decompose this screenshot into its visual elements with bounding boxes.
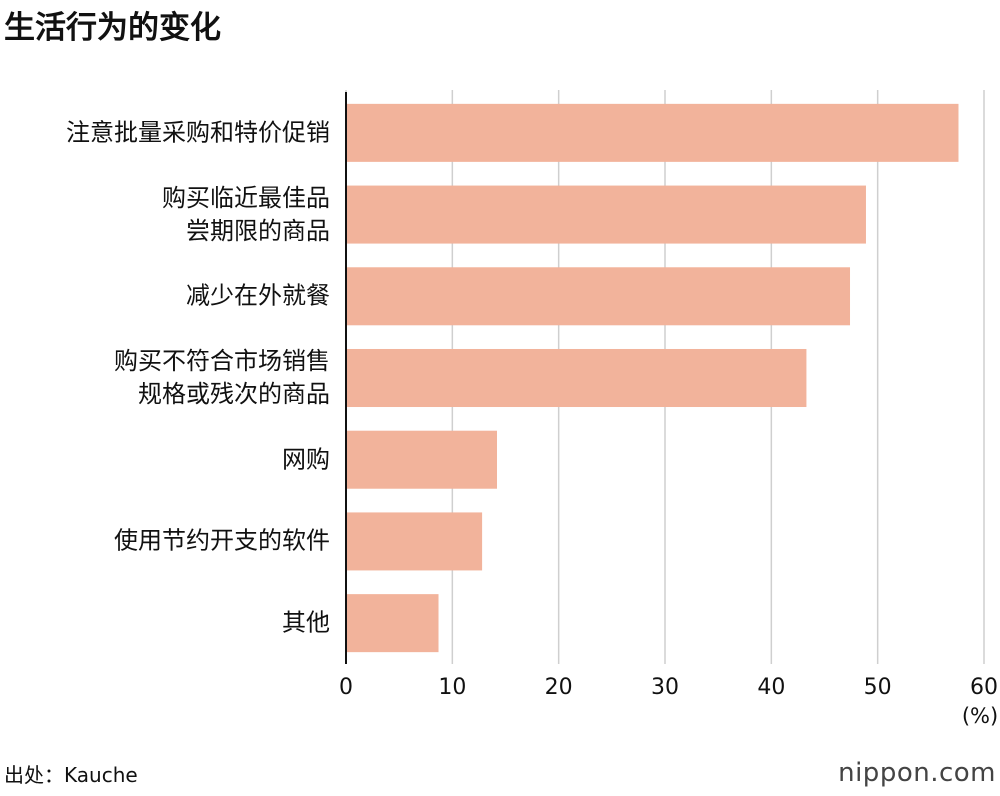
- bar: [346, 594, 439, 653]
- y-tick-label: 减少在外就餐: [186, 281, 330, 310]
- x-tick-label: 20: [545, 675, 573, 700]
- unit-label: (%): [962, 704, 998, 728]
- x-tick-label: 50: [864, 675, 892, 700]
- y-tick-label: 使用节约开支的软件: [114, 526, 330, 555]
- bar: [346, 430, 497, 489]
- x-tick-label: 0: [339, 675, 353, 700]
- logo: nippon.com: [838, 758, 996, 788]
- x-tick-label: 30: [651, 675, 679, 700]
- x-tick-label: 10: [438, 675, 466, 700]
- y-tick-label: 注意批量采购和特价促销: [66, 118, 330, 147]
- bar: [346, 185, 866, 244]
- x-tick-label: 40: [757, 675, 785, 700]
- x-tick-label: 60: [970, 675, 998, 700]
- bar: [346, 348, 807, 408]
- chart-title: 生活行为的变化: [4, 10, 221, 46]
- bar: [346, 103, 959, 162]
- source-note: 出处：Kauche: [4, 763, 138, 787]
- y-tick-label: 购买临近最佳品 尝期限的商品: [162, 183, 330, 245]
- y-tick-label: 网购: [282, 445, 330, 474]
- bar: [346, 512, 483, 571]
- y-tick-label: 购买不符合市场销售 规格或残次的商品: [114, 347, 330, 408]
- bar: [346, 267, 851, 326]
- y-tick-label: 其他: [282, 608, 330, 637]
